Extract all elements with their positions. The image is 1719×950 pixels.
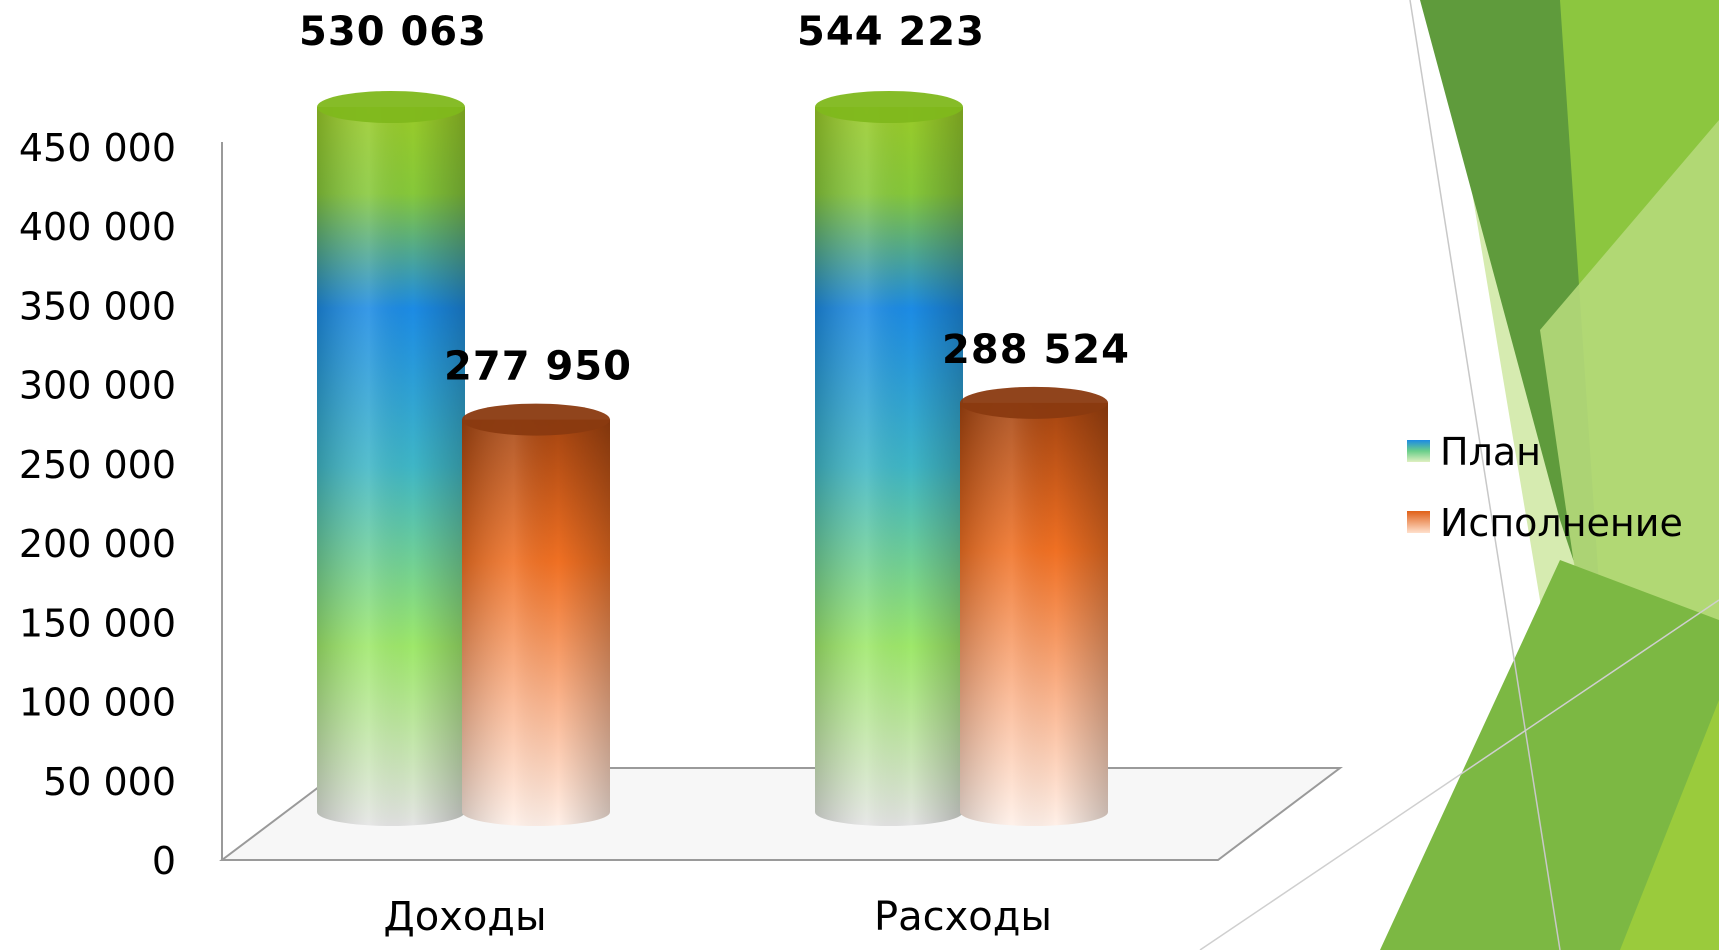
bar-plan-1 [815,91,963,826]
y-tick-label: 200 000 [19,522,176,566]
data-label-execution-0: 277 950 [444,344,632,390]
legend-swatch-plan [1407,440,1430,462]
bars [317,91,1108,826]
data-label-plan-1: 544 223 [797,9,985,55]
bar-execution-1 [960,386,1108,826]
y-tick-label: 350 000 [19,284,176,328]
legend-swatch-execution [1407,511,1430,533]
legend-label-execution: Исполнение [1440,501,1683,545]
y-tick-label: 400 000 [19,205,176,249]
bar-plan-0 [317,91,465,826]
legend-label-plan: План [1440,430,1541,474]
x-category-label: Расходы [874,894,1052,940]
y-tick-label: 450 000 [19,126,176,170]
y-tick-label: 250 000 [19,443,176,487]
y-tick-label: 0 [152,839,176,883]
data-label-execution-1: 288 524 [942,327,1130,373]
decoration-green-shapes [1199,0,1719,950]
legend: План Исполнение [1407,430,1683,545]
x-axis-labels: Доходы Расходы [383,894,1052,940]
y-axis: 0 50 000 100 000 150 000 200 000 250 000 300 0… [19,126,176,883]
y-tick-label: 300 000 [19,364,176,408]
value-labels: 530 063 277 950 544 223 288 524 [299,9,1130,390]
data-label-plan-0: 530 063 [299,9,487,55]
y-tick-label: 50 000 [43,760,176,804]
y-tick-label: 150 000 [19,601,176,645]
y-tick-label: 100 000 [19,681,176,725]
x-category-label: Доходы [383,894,546,940]
bar-execution-0 [462,403,610,826]
